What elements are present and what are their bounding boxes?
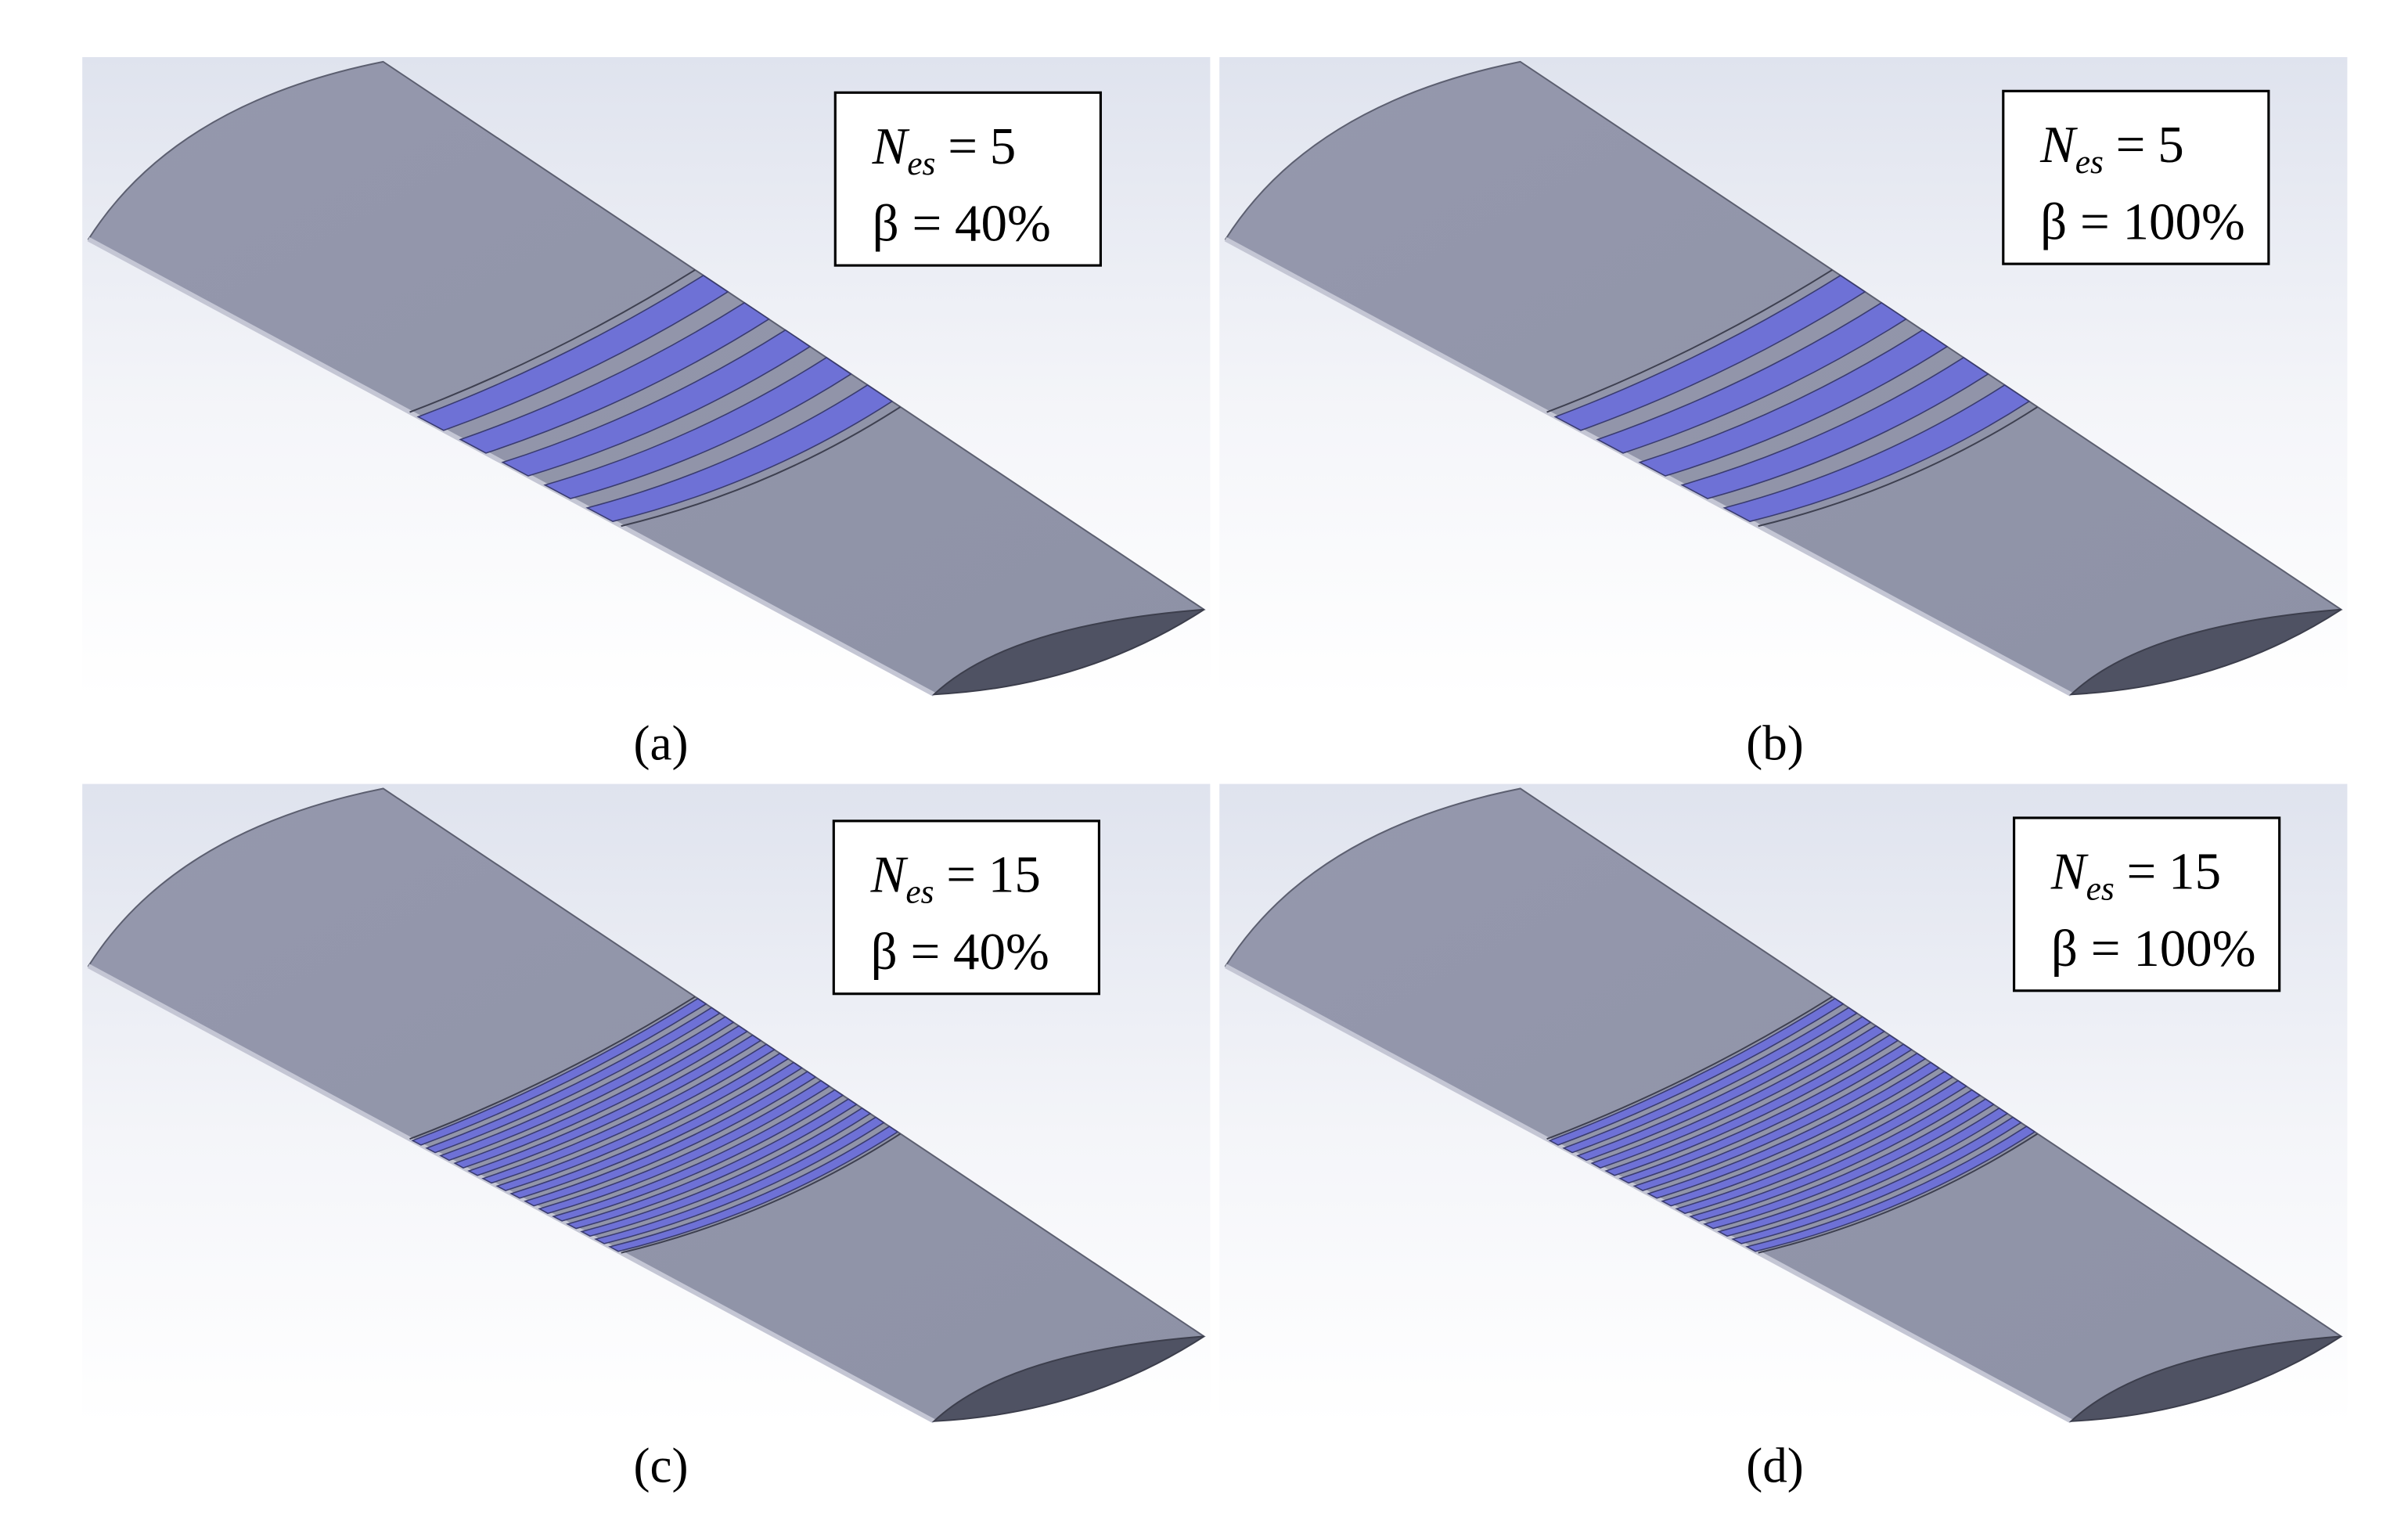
panel-label: (a): [633, 716, 688, 771]
beta-line: β = 40%: [873, 195, 1051, 253]
groove: [1680, 356, 1989, 499]
beta-line: β = 40%: [871, 923, 1049, 981]
groove: [543, 356, 852, 499]
groove: [1562, 1007, 1859, 1154]
groove: [608, 1126, 899, 1252]
n-subscript: es: [2086, 870, 2115, 907]
panel-label: (c): [633, 1438, 688, 1493]
groove: [453, 1025, 749, 1169]
groove: [1647, 1061, 1940, 1199]
groove: [416, 274, 729, 431]
groove: [459, 301, 770, 454]
groove: [1722, 384, 2031, 523]
section-line: [1546, 268, 1833, 413]
panel: Nes = 5 β = 100%: [1219, 56, 2348, 698]
n-es-line: Nes = 15: [870, 846, 1041, 911]
panel: Nes = 15 β = 40%: [82, 783, 1211, 1425]
groove: [538, 1079, 831, 1215]
n-value: 15: [2169, 843, 2221, 901]
n-subscript: es: [2075, 143, 2104, 181]
n-value: 15: [988, 846, 1041, 904]
equals-sign: =: [2126, 843, 2156, 901]
groove: [1553, 274, 1866, 431]
groove: [566, 1098, 858, 1230]
groove: [580, 1107, 872, 1237]
groove: [524, 1071, 817, 1207]
groove: [501, 329, 812, 477]
n-subscript: es: [907, 145, 935, 182]
groove: [411, 997, 707, 1146]
section-line: [409, 996, 696, 1140]
groove: [1596, 301, 1908, 454]
parameter-box: [833, 91, 1102, 267]
groove: [1548, 997, 1845, 1146]
groove: [1632, 1052, 1927, 1191]
n-value: 5: [2158, 116, 2184, 174]
groove: [1576, 1016, 1872, 1162]
groove: [1661, 1071, 1954, 1207]
groove: [425, 1007, 722, 1154]
section-line: [1546, 996, 1833, 1140]
section-line: [621, 406, 902, 528]
wing-tip: [2068, 1335, 2342, 1422]
groove: [594, 1116, 885, 1244]
panel: Nes = 5 β = 40%: [82, 56, 1211, 698]
wing-tip: [2068, 608, 2342, 696]
groove: [439, 1016, 735, 1162]
groove: [1618, 1043, 1913, 1184]
parameter-box: [832, 819, 1101, 996]
n-symbol: N: [2050, 843, 2089, 901]
beta-line: β = 100%: [2040, 193, 2245, 251]
parameter-box: [2002, 89, 2270, 265]
parameter-box: [2012, 816, 2281, 992]
groove: [495, 1052, 790, 1191]
n-es-line: Nes = 15: [2050, 843, 2221, 908]
groove: [1604, 1034, 1899, 1176]
n-symbol: N: [870, 846, 909, 904]
groove: [1717, 1107, 2009, 1237]
section-line: [621, 1133, 902, 1254]
beta-line: β = 100%: [2051, 920, 2256, 978]
n-es-line: Nes = 5: [2039, 116, 2184, 181]
section-line: [409, 268, 696, 413]
equals-sign: =: [2116, 116, 2146, 174]
groove: [585, 384, 894, 523]
groove: [1638, 329, 1949, 477]
section-line: [1758, 1133, 2039, 1254]
n-subscript: es: [905, 873, 934, 910]
equals-sign: =: [948, 117, 977, 175]
groove: [509, 1061, 803, 1199]
n-value: 5: [990, 117, 1017, 175]
groove: [552, 1089, 844, 1222]
n-es-line: Nes = 5: [872, 117, 1017, 182]
groove: [1675, 1079, 1968, 1215]
section-line: [1758, 406, 2039, 528]
panel: Nes = 15 β = 100%: [1219, 783, 2348, 1425]
n-symbol: N: [872, 117, 910, 175]
groove: [1745, 1126, 2036, 1252]
groove: [1590, 1025, 1886, 1169]
wing-tip: [931, 1335, 1205, 1422]
groove: [467, 1034, 762, 1176]
groove: [1703, 1098, 1995, 1230]
groove: [1731, 1116, 2022, 1244]
groove: [1689, 1089, 1981, 1222]
n-symbol: N: [2039, 116, 2078, 174]
panel-label: (b): [1746, 716, 1804, 771]
equals-sign: =: [946, 846, 976, 904]
panel-label: (d): [1746, 1438, 1804, 1493]
groove: [481, 1043, 776, 1184]
wing-tip: [931, 608, 1205, 696]
